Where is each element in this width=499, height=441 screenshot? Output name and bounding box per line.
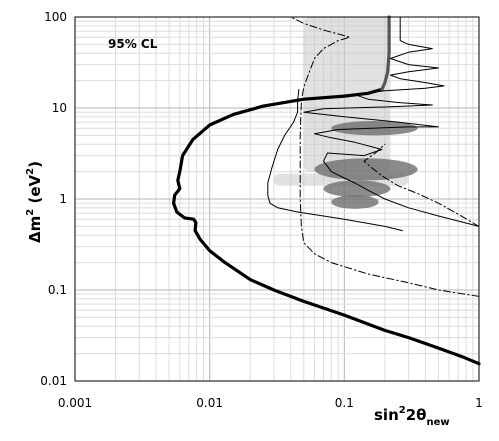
shaded-regions [273, 17, 418, 209]
exclusion-curve-thin-black [267, 88, 403, 232]
x-axis-title-sup: 2 [399, 405, 406, 416]
exclusion-curve-thick-black [172, 87, 481, 366]
x-axis-title-mid: 2θ [406, 406, 427, 424]
y-tick-label: 0.01 [40, 374, 67, 388]
y-axis-title-sup2: 2 [25, 168, 36, 175]
y-axis-title: Δm2 (eV2) [25, 161, 44, 243]
exclusion-curves [172, 15, 481, 366]
exclusion-curve-dashdot [290, 16, 480, 297]
y-tick-label: 100 [44, 10, 67, 24]
y-axis-title-sup1: 2 [25, 209, 36, 216]
tick-labels: 0.001 0.01 0.1 1 0.01 0.1 1 10 100 [40, 10, 483, 410]
x-axis-title-main: sin [374, 406, 399, 424]
allowed-region-blob [331, 195, 379, 209]
allowed-region-blob [314, 158, 418, 181]
x-tick-label: 0.001 [58, 396, 92, 410]
x-tick-label: 0.01 [196, 396, 223, 410]
x-tick-label: 0.1 [335, 396, 354, 410]
y-tick-label: 0.1 [48, 283, 67, 297]
y-axis-title-end: ) [26, 161, 44, 168]
plot-frame [74, 16, 480, 382]
exclusion-curve-dashdot [363, 143, 480, 227]
x-tick-label: 1 [475, 396, 483, 410]
allowed-region-blob [323, 180, 391, 198]
y-axis-title-mid: (eV [26, 174, 44, 208]
y-axis-title-main: Δm [26, 216, 44, 243]
x-axis-title: sin22θnew [374, 405, 450, 428]
confidence-level-label: 95% CL [108, 37, 158, 51]
y-tick-label: 10 [52, 101, 67, 115]
grid [74, 17, 479, 382]
exclusion-curve-thick-gray [380, 15, 391, 92]
x-axis-title-sub: new [426, 417, 449, 428]
y-tick-label: 1 [59, 192, 67, 206]
exclusion-curve-thin-black [303, 16, 480, 227]
